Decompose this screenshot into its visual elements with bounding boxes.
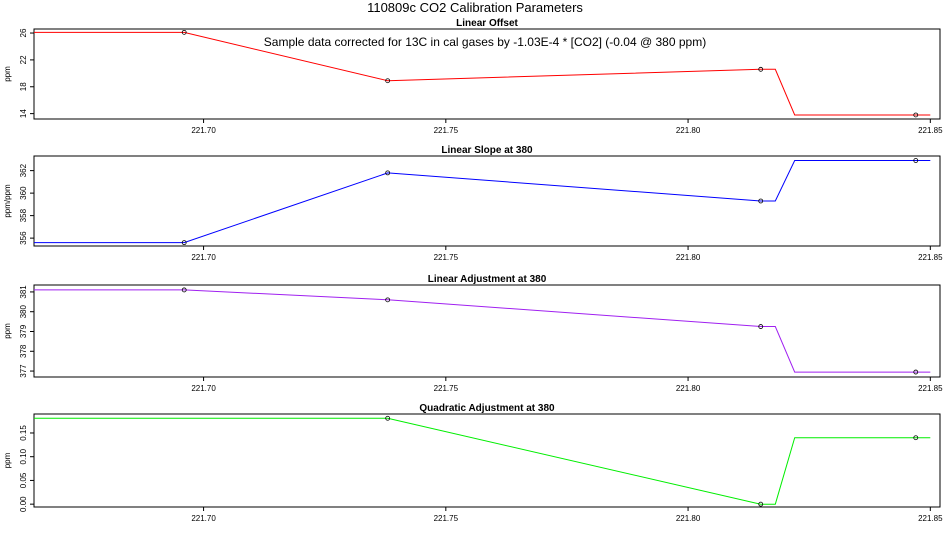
data-point bbox=[385, 297, 391, 303]
y-tick-label: 0.15 bbox=[19, 425, 28, 441]
data-point bbox=[385, 78, 391, 84]
x-tick-label: 221.75 bbox=[434, 126, 459, 135]
y-tick-label: 378 bbox=[19, 344, 28, 358]
x-tick-label: 221.80 bbox=[676, 126, 701, 135]
y-axis-label: ppm/ppm bbox=[3, 184, 12, 218]
chart-panel-4: Quadratic Adjustment at 380 ppm 221.70 221.… bbox=[3, 403, 943, 523]
data-point bbox=[181, 240, 187, 246]
panel-title: Linear Offset bbox=[456, 18, 518, 29]
data-point bbox=[385, 170, 391, 176]
y-tick-label: 0.00 bbox=[19, 496, 28, 512]
data-point bbox=[913, 158, 919, 163]
x-tick-label: 221.70 bbox=[191, 514, 216, 523]
y-tick-label: 0.05 bbox=[19, 472, 28, 488]
chart-panel-3: Linear Adjustment at 380 ppm 221.70 221.75 2… bbox=[3, 274, 943, 393]
x-tick-label: 221.75 bbox=[434, 514, 459, 523]
x-tick-label: 221.80 bbox=[676, 253, 701, 262]
x-tick-label: 221.75 bbox=[434, 253, 459, 262]
x-tick-label: 221.85 bbox=[918, 253, 943, 262]
series-line bbox=[34, 160, 931, 244]
data-point bbox=[758, 501, 764, 507]
plot-frame bbox=[33, 28, 941, 120]
data-point bbox=[385, 415, 391, 421]
y-tick-label: 356 bbox=[19, 231, 28, 245]
y-tick-label: 26 bbox=[19, 28, 28, 37]
y-tick-label: 0.10 bbox=[19, 448, 28, 464]
series-line bbox=[34, 417, 931, 505]
data-point bbox=[913, 435, 919, 441]
panel-title: Linear Slope at 380 bbox=[441, 145, 533, 156]
x-tick-label: 221.70 bbox=[191, 253, 216, 262]
y-tick-label: 362 bbox=[19, 163, 28, 177]
correction-note: Sample data corrected for 13C in cal gas… bbox=[264, 35, 706, 49]
chart-panel-2: Linear Slope at 380 ppm/ppm 221.70 221.75 22… bbox=[3, 145, 943, 262]
plot-frame bbox=[33, 284, 941, 378]
y-tick-label: 360 bbox=[19, 186, 28, 200]
series-line bbox=[34, 31, 931, 116]
y-tick-label: 18 bbox=[19, 82, 28, 91]
panel-title: Quadratic Adjustment at 380 bbox=[419, 403, 555, 414]
y-tick-label: 377 bbox=[19, 364, 28, 378]
data-point bbox=[913, 369, 919, 375]
data-point bbox=[758, 66, 764, 72]
x-tick-label: 221.85 bbox=[918, 514, 943, 523]
x-tick-label: 221.70 bbox=[191, 384, 216, 393]
data-point bbox=[758, 198, 764, 204]
y-tick-label: 381 bbox=[19, 285, 28, 299]
y-tick-label: 358 bbox=[19, 208, 28, 222]
y-axis-label: ppm bbox=[3, 452, 12, 468]
y-tick-label: 22 bbox=[19, 55, 28, 64]
data-point bbox=[181, 29, 187, 35]
y-axis-label: ppm bbox=[3, 323, 12, 339]
x-tick-label: 221.80 bbox=[676, 384, 701, 393]
x-tick-label: 221.75 bbox=[434, 384, 459, 393]
plot-frame bbox=[33, 155, 941, 247]
y-axis-label: ppm bbox=[3, 66, 12, 82]
x-tick-label: 221.85 bbox=[918, 384, 943, 393]
x-tick-label: 221.80 bbox=[676, 514, 701, 523]
data-point bbox=[913, 112, 919, 118]
x-tick-label: 221.70 bbox=[191, 126, 216, 135]
y-tick-label: 379 bbox=[19, 324, 28, 338]
chart-panel-1: Linear Offset ppm 221.70 221.75 221.80 221.85… bbox=[3, 18, 943, 135]
x-tick-label: 221.85 bbox=[918, 126, 943, 135]
data-point bbox=[181, 287, 187, 293]
y-tick-label: 14 bbox=[19, 109, 28, 118]
y-tick-label: 380 bbox=[19, 304, 28, 318]
panel-title: Linear Adjustment at 380 bbox=[428, 274, 547, 285]
series-line bbox=[34, 289, 931, 373]
figure-title: 110809c CO2 Calibration Parameters bbox=[367, 0, 583, 15]
data-point bbox=[758, 324, 764, 329]
plot-frame bbox=[33, 413, 941, 508]
